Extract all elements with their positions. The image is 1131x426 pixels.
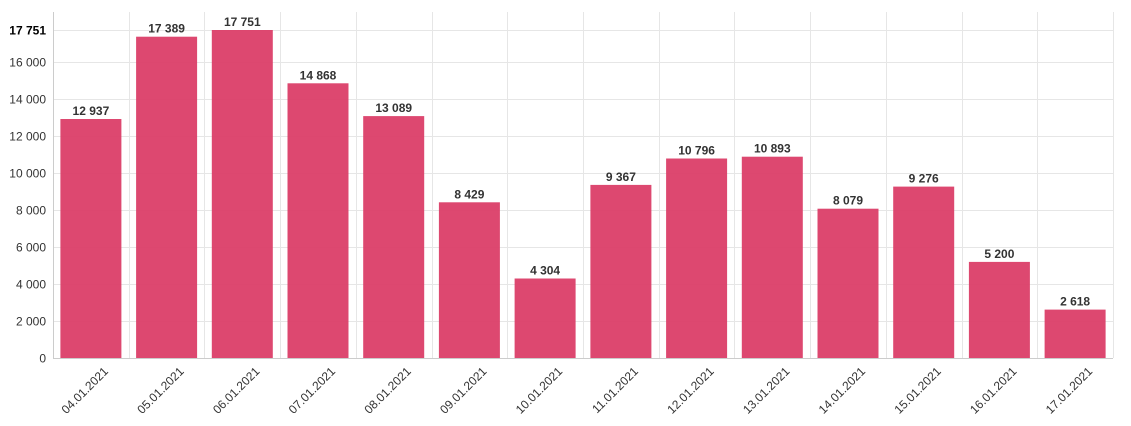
bar[interactable] — [287, 83, 349, 359]
bar-value-label: 17 751 — [224, 15, 261, 29]
x-tick-label: 10.01.2021 — [513, 364, 566, 417]
bar-value-label: 5 200 — [984, 247, 1014, 261]
bar-value-label: 17 389 — [148, 22, 185, 36]
x-axis-ticks: 04.01.2021 05.01.2021 06.01.2021 07.01.2021… — [59, 364, 1096, 417]
bar[interactable] — [817, 208, 879, 358]
bar[interactable] — [514, 278, 576, 359]
bar-value-label: 13 089 — [375, 101, 412, 115]
y-tick-label: 14 000 — [9, 93, 46, 107]
bar[interactable] — [666, 158, 728, 359]
bar-value-label: 9 367 — [606, 170, 636, 184]
bar-value-label: 14 868 — [300, 68, 337, 82]
x-tick-label: 13.01.2021 — [740, 364, 793, 417]
x-tick-label: 14.01.2021 — [816, 364, 869, 417]
bar[interactable] — [1044, 309, 1106, 358]
bar[interactable] — [136, 36, 198, 358]
bar[interactable] — [893, 186, 955, 358]
y-tick-label: 17 751 — [9, 24, 46, 38]
x-tick-label: 17.01.2021 — [1043, 364, 1096, 417]
bar[interactable] — [968, 261, 1030, 358]
bar[interactable] — [211, 30, 273, 358]
y-tick-label: 10 000 — [9, 167, 46, 181]
x-tick-label: 12.01.2021 — [664, 364, 717, 417]
y-tick-label: 0 — [39, 352, 46, 366]
x-tick-label: 15.01.2021 — [891, 364, 944, 417]
x-tick-label: 06.01.2021 — [210, 364, 263, 417]
bar-value-label: 9 276 — [909, 172, 939, 186]
x-tick-label: 05.01.2021 — [134, 364, 187, 417]
x-tick-label: 11.01.2021 — [589, 364, 641, 416]
bar-value-label: 8 079 — [833, 194, 863, 208]
x-tick-label: 09.01.2021 — [437, 364, 490, 417]
x-tick-label: 16.01.2021 — [967, 364, 1020, 417]
bar[interactable] — [438, 202, 500, 358]
x-tick-label: 04.01.2021 — [59, 364, 112, 417]
y-tick-label: 12 000 — [9, 130, 46, 144]
data-labels: 12 937 17 389 17 751 14 868 13 089 8 429 4 304… — [73, 15, 1091, 309]
bar-value-label: 4 304 — [530, 264, 560, 278]
bar[interactable] — [590, 184, 652, 358]
y-tick-label: 16 000 — [9, 56, 46, 70]
y-tick-label: 6 000 — [16, 241, 46, 255]
x-tick-label: 07.01.2021 — [286, 364, 339, 417]
y-tick-label: 2 000 — [16, 315, 46, 329]
bars — [60, 30, 1106, 359]
bar-value-label: 10 796 — [678, 144, 715, 158]
bar[interactable] — [60, 119, 122, 358]
bar-value-label: 12 937 — [73, 104, 110, 118]
y-axis-ticks: 0 2 000 4 000 6 000 8 000 10 000 12 000 14 000 1… — [9, 24, 46, 366]
y-tick-label: 4 000 — [16, 278, 46, 292]
bar[interactable] — [741, 156, 803, 358]
bar-value-label: 10 893 — [754, 142, 791, 156]
x-tick-label: 08.01.2021 — [361, 364, 414, 417]
bar[interactable] — [363, 116, 425, 358]
axes — [53, 12, 1113, 359]
y-tick-label: 8 000 — [16, 204, 46, 218]
bar-value-label: 2 618 — [1060, 295, 1090, 309]
bar-value-label: 8 429 — [454, 187, 484, 201]
